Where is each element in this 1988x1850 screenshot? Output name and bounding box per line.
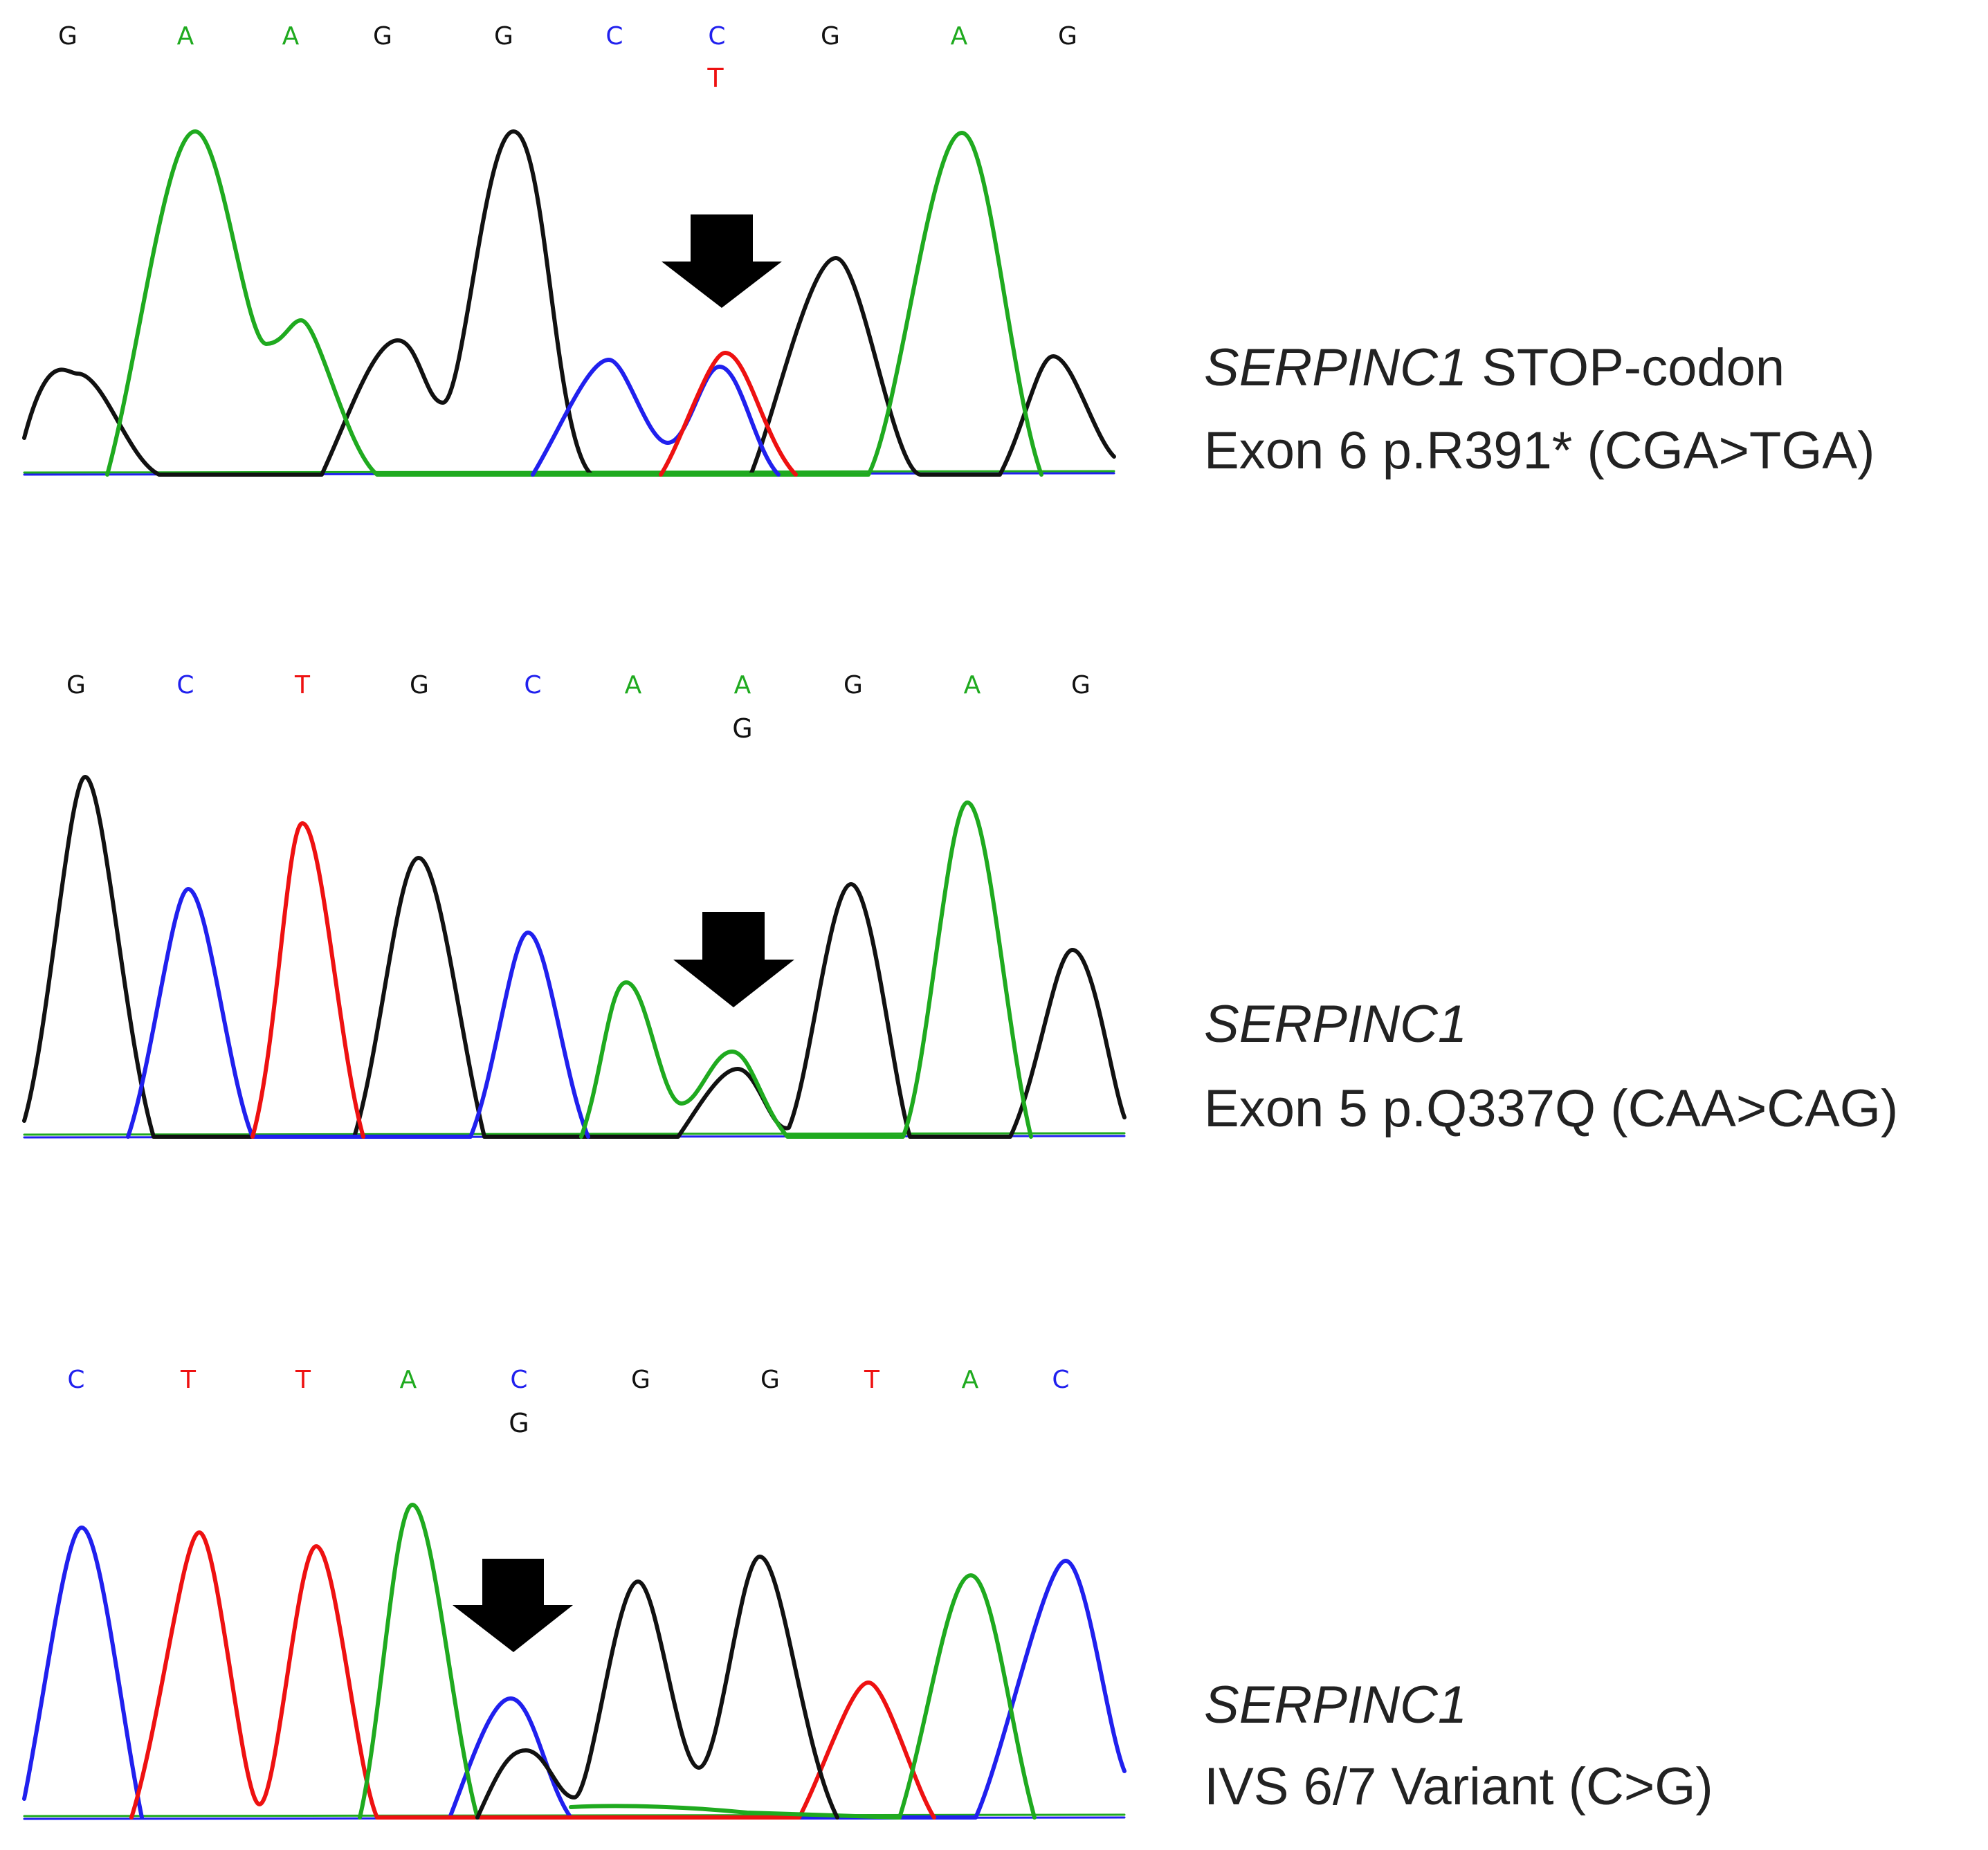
base-call: T	[294, 671, 311, 699]
trace-a	[579, 800, 1033, 1139]
base-calls: G C T G C A A G A G G	[66, 671, 1091, 744]
trace-t	[250, 821, 365, 1139]
base-call: A	[625, 671, 642, 699]
trace-g	[475, 1555, 839, 1820]
caption-line-1: SERPINC1 STOP-codon	[1204, 338, 1785, 397]
base-call: C	[524, 671, 541, 699]
trace-lines	[22, 775, 1127, 1139]
base-call: G	[410, 671, 429, 699]
base-call: C	[67, 1366, 84, 1394]
base-calls: G A A G G C C G A G T	[58, 22, 1077, 93]
variant-caption: SERPINC1 STOP-codon Exon 6 p.R391* (CGA>…	[1204, 338, 1875, 480]
trace-g	[22, 775, 1127, 1139]
base-call: G	[631, 1366, 650, 1394]
base-call: A	[951, 22, 968, 51]
alternate-base-call: G	[509, 1408, 529, 1438]
base-call: C	[605, 22, 623, 51]
trace-a	[105, 129, 1043, 477]
base-call: T	[864, 1366, 880, 1394]
caption-line-2: Exon 5 p.Q337Q (CAA>CAG)	[1204, 1079, 1898, 1138]
base-call: G	[1058, 22, 1077, 51]
caption-line-2: IVS 6/7 Variant (C>G)	[1204, 1757, 1713, 1816]
trace-g	[22, 129, 1116, 477]
baseline-trace	[23, 470, 1115, 474]
variant-caption: SERPINC1 Exon 5 p.Q337Q (CAA>CAG)	[1204, 995, 1898, 1138]
base-call: C	[176, 671, 194, 699]
trace-c	[126, 887, 590, 1139]
base-call: T	[295, 1366, 311, 1394]
base-call: C	[510, 1366, 527, 1394]
base-call: G	[821, 22, 840, 51]
variant-caption: SERPINC1 IVS 6/7 Variant (C>G)	[1204, 1676, 1713, 1816]
base-call: A	[282, 22, 300, 51]
trace-lines	[22, 1503, 1127, 1820]
gene-name: SERPINC1	[1204, 338, 1467, 397]
base-call: G	[58, 22, 77, 51]
caption-line-1-rest: STOP-codon	[1467, 338, 1785, 397]
base-calls: C T T A C G G T A C G	[67, 1366, 1069, 1438]
arrow-down-icon	[453, 1559, 573, 1652]
baseline-trace	[23, 1132, 1126, 1136]
gene-name: SERPINC1	[1204, 1676, 1467, 1734]
base-call: G	[373, 22, 392, 51]
trace-lines	[22, 129, 1116, 477]
arrow-down-icon	[662, 214, 782, 308]
base-call: G	[760, 1366, 780, 1394]
base-call: G	[1071, 671, 1091, 699]
base-call: C	[708, 22, 725, 51]
caption-line-2: Exon 6 p.R391* (CGA>TGA)	[1204, 421, 1875, 480]
alternate-base-call: G	[732, 713, 752, 744]
trace-c	[22, 1526, 1127, 1820]
base-call: G	[494, 22, 513, 51]
base-call: A	[734, 671, 751, 699]
trace-t	[659, 351, 798, 477]
base-call: G	[843, 671, 863, 699]
alternate-base-call: T	[706, 63, 724, 93]
gene-name: SERPINC1	[1204, 995, 1467, 1054]
base-call: T	[180, 1366, 197, 1394]
panel-synonymous: G C T G C A A G A G G SERPINC1 Exon 5 p.…	[22, 671, 1898, 1139]
panel-intronic: C T T A C G G T A C G SERPINC1 IVS 6/7 V…	[22, 1366, 1713, 1820]
base-call: A	[964, 671, 981, 699]
base-call: G	[66, 671, 86, 699]
trace-t	[129, 1530, 936, 1820]
panel-stop-codon: G A A G G C C G A G T SERPINC1 STOP-codo…	[22, 22, 1875, 480]
trace-a	[358, 1503, 1037, 1820]
base-call: A	[400, 1366, 417, 1394]
arrow-down-icon	[673, 912, 794, 1007]
base-call: A	[962, 1366, 979, 1394]
trace-c	[531, 358, 781, 477]
base-call: C	[1052, 1366, 1069, 1394]
base-call: A	[177, 22, 194, 51]
